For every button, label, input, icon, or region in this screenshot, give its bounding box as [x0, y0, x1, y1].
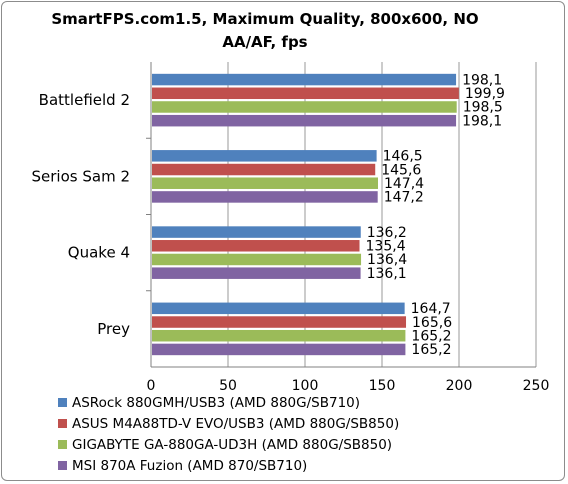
bar — [152, 240, 360, 252]
legend-swatch — [58, 440, 67, 449]
x-tick-label: 0 — [147, 378, 156, 394]
bar — [152, 302, 405, 315]
data-label: 164,7 — [411, 301, 451, 317]
legend-swatch — [58, 419, 67, 428]
bar — [152, 87, 459, 100]
data-label: 146,5 — [383, 149, 423, 165]
legend-label: ASUS M4A88TD-V EVO/USB3 (AMD 880G/SB850) — [72, 416, 400, 432]
x-tick-label: 200 — [446, 378, 473, 394]
data-label: 199,9 — [465, 86, 505, 102]
legend-swatch — [58, 398, 67, 407]
x-tick-label: 100 — [292, 378, 319, 394]
bar — [152, 191, 378, 203]
bar — [152, 329, 406, 342]
bar — [152, 101, 457, 113]
bar — [152, 114, 457, 127]
data-label: 165,2 — [411, 342, 451, 358]
bar — [152, 316, 407, 328]
category-label: Battlefield 2 — [39, 91, 130, 109]
bar — [152, 73, 457, 86]
x-tick-label: 250 — [523, 378, 550, 394]
data-label: 136,4 — [367, 252, 407, 268]
data-label: 135,4 — [366, 239, 406, 255]
chart-title: SmartFPS.com1.5, Maximum Quality, 800x60… — [51, 10, 479, 51]
bar — [152, 267, 361, 279]
category-label: Quake 4 — [68, 244, 130, 262]
category-label: Prey — [97, 320, 130, 338]
data-label: 198,5 — [463, 100, 503, 116]
bar — [152, 226, 361, 238]
data-label: 198,1 — [462, 113, 502, 129]
legend-label: GIGABYTE GA-880GA-UD3H (AMD 880G/SB850) — [72, 437, 393, 453]
data-label: 136,2 — [367, 225, 407, 241]
data-label: 136,1 — [367, 266, 407, 282]
legend-swatch — [58, 461, 67, 470]
x-tick-label: 50 — [219, 378, 237, 394]
axes — [146, 62, 536, 368]
bar — [152, 177, 378, 189]
legend-label: ASRock 880GMH/USB3 (AMD 880G/SB710) — [72, 395, 361, 411]
bars — [152, 73, 459, 356]
data-label: 198,1 — [462, 72, 502, 88]
data-label: 165,6 — [412, 315, 452, 331]
data-label: 147,4 — [384, 176, 424, 192]
category-label: Serios Sam 2 — [32, 167, 130, 185]
data-label: 165,2 — [411, 328, 451, 344]
data-label: 147,2 — [384, 190, 424, 206]
gridlines — [227, 62, 537, 367]
legend-label: MSI 870A Fuzion (AMD 870/SB710) — [72, 458, 308, 474]
bar — [152, 343, 406, 356]
bar — [152, 150, 377, 162]
bar — [152, 163, 376, 176]
data-label: 145,6 — [381, 162, 421, 178]
x-tick-label: 150 — [369, 378, 396, 394]
bar — [152, 253, 362, 266]
